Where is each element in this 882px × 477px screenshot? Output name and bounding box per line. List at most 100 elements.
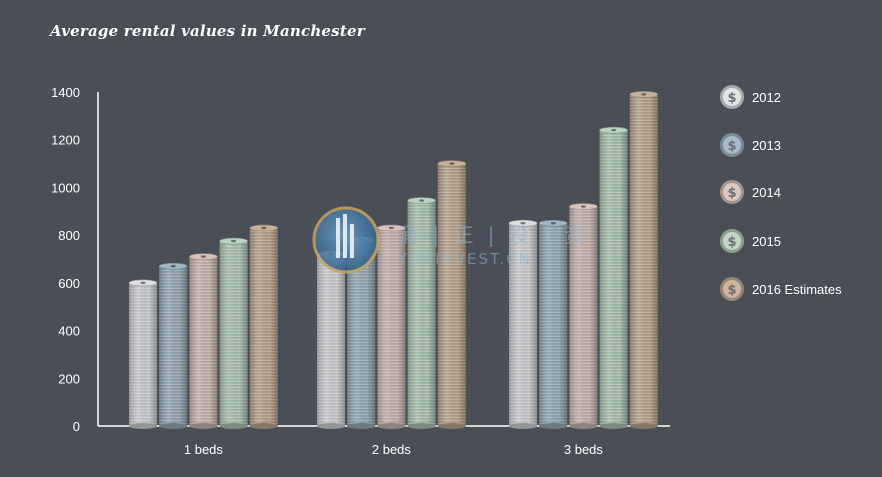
watermark-logo-bar	[336, 218, 340, 258]
bar-top-dot	[550, 222, 556, 225]
bar-shade	[437, 163, 466, 427]
bar-shade	[317, 254, 345, 426]
bar-top-dot	[520, 222, 526, 225]
bar-2016-estimates-2-beds	[437, 160, 467, 429]
bar-bottom-cap	[159, 423, 188, 429]
y-tick-label: 200	[58, 371, 80, 386]
legend-label: 2012	[752, 90, 781, 105]
y-tick-label: 400	[58, 324, 80, 339]
legend-item: $2013	[720, 133, 781, 157]
bar-shade	[569, 206, 598, 426]
x-category-label: 3 beds	[564, 442, 604, 457]
dollar-coin-face	[723, 232, 741, 250]
bar-top-dot	[261, 226, 267, 230]
dollar-sign-glyph: $	[727, 283, 736, 298]
bar-bottom-cap	[377, 423, 406, 429]
dollar-coin-face	[723, 280, 741, 298]
dollar-coin-face	[723, 136, 741, 154]
bar-2013-2-beds	[346, 236, 376, 429]
y-tick-label: 1000	[51, 180, 80, 195]
bar-bottom-cap	[189, 423, 218, 429]
legend-item: $2012	[720, 85, 781, 109]
y-tick-label: 800	[58, 228, 80, 243]
bar-shade	[539, 223, 568, 426]
watermark: 涌 | 正 | 投 | 资 YOUINVEST.CN	[312, 206, 588, 274]
y-tick-label: 1400	[51, 85, 80, 100]
bar-2014-2-beds	[377, 224, 406, 429]
legend-label: 2014	[752, 185, 781, 200]
watermark-chinese-text: 涌 | 正 | 投 | 资	[398, 223, 588, 247]
x-category-label: 2 beds	[372, 442, 412, 457]
legend-label: 2016 Estimates	[752, 282, 842, 297]
bar-bottom-cap	[407, 423, 436, 429]
dollar-sign-glyph: $	[727, 91, 736, 106]
bar-2015-2-beds	[407, 197, 436, 429]
bar-bottom-cap	[317, 423, 345, 429]
legend-item: $2016 Estimates	[720, 277, 842, 301]
legend: $2012$ 2013$ 2014$ 2015$ 2016 Estimates	[720, 85, 842, 301]
bar-bottom-cap	[129, 423, 157, 429]
dollar-sign-glyph: $	[727, 235, 736, 250]
dollar-coin-face	[723, 88, 741, 106]
chart-title: Average rental values in Manchester	[50, 22, 365, 40]
bar-shade	[407, 200, 436, 426]
bar-2012-3-beds	[508, 219, 538, 429]
bar-shade	[159, 266, 188, 426]
legend-label: 2013	[752, 138, 781, 153]
bar-2015-1-beds	[219, 237, 248, 429]
bar-shade	[129, 282, 157, 426]
bar-2012-2-beds	[316, 250, 346, 429]
bar-top-dot	[140, 281, 146, 285]
y-tick-label: 600	[58, 276, 80, 291]
bar-top-dot	[200, 255, 206, 258]
bar-top-dot	[419, 199, 425, 202]
bar-bottom-cap	[219, 423, 248, 429]
y-tick-label: 1200	[51, 133, 80, 148]
bar-shade	[377, 227, 406, 426]
bar-bottom-cap	[569, 423, 598, 429]
bar-shade	[189, 256, 218, 426]
bar-bottom-cap	[347, 423, 376, 429]
bar-bottom-cap	[249, 423, 278, 429]
watermark-latin-text: YOUINVEST.CN	[397, 250, 532, 268]
dollar-sign-glyph: $	[727, 139, 736, 154]
bar-bottom-cap	[599, 423, 628, 429]
legend-label: 2015	[752, 234, 781, 249]
bar-top-dot	[641, 93, 647, 96]
bar-top-dot	[580, 205, 586, 208]
bar-top-dot	[388, 226, 394, 230]
bar-2016-estimates-1-beds	[249, 224, 279, 429]
legend-item: $2015	[720, 229, 781, 253]
axes: 0 200 400 600 800 1000 1200 1400 1 beds 2 beds 3 b…	[51, 85, 670, 457]
legend-item: $2014	[720, 180, 781, 204]
bar-shade	[249, 227, 278, 426]
bar-2013-1-beds	[158, 262, 188, 429]
bar-2013-3-beds	[538, 219, 568, 429]
bars	[128, 91, 659, 429]
watermark-logo-bar	[343, 214, 347, 258]
bar-2014-1-beds	[189, 253, 218, 429]
bar-shade	[629, 94, 658, 426]
bar-top-dot	[231, 239, 237, 243]
bar-shade	[599, 130, 628, 426]
y-tick-label: 0	[73, 419, 80, 434]
bar-2016-estimates-3-beds	[629, 91, 659, 429]
bar-bottom-cap	[539, 423, 568, 429]
bar-2014-3-beds	[569, 203, 598, 429]
bar-2015-3-beds	[599, 126, 628, 429]
bar-bottom-cap	[437, 423, 466, 429]
bar-2012-1-beds	[128, 279, 158, 429]
bar-top-dot	[611, 128, 617, 132]
dollar-coin-face	[723, 183, 741, 201]
bar-shade	[509, 223, 537, 426]
watermark-logo-bar	[350, 224, 354, 258]
bar-top-dot	[449, 162, 455, 165]
bar-shade	[219, 241, 248, 426]
x-category-label: 1 beds	[184, 442, 224, 457]
bar-top-dot	[170, 264, 176, 268]
dollar-sign-glyph: $	[727, 186, 736, 201]
bar-bottom-cap	[629, 423, 658, 429]
bar-bottom-cap	[509, 423, 537, 429]
